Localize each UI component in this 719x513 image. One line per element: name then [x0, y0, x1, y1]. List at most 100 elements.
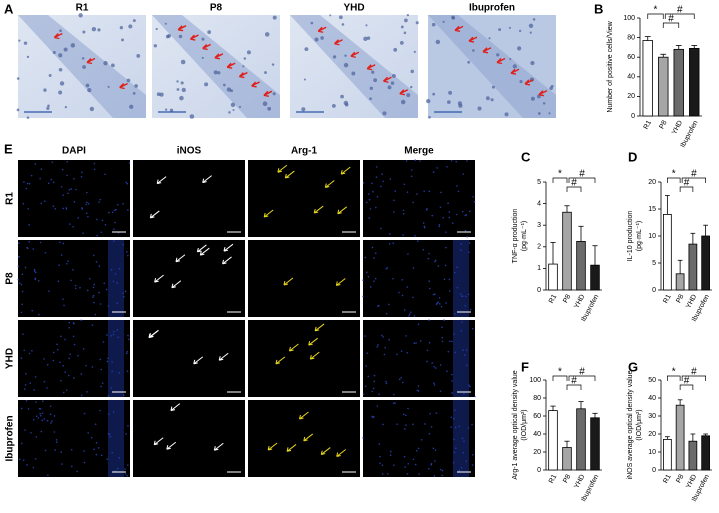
nucleus: [366, 271, 368, 274]
cell: [180, 59, 186, 65]
cell: [176, 80, 179, 83]
fluorescence-image: [248, 160, 360, 237]
cell: [400, 99, 406, 105]
x-tick-label: YHD: [573, 474, 586, 490]
nucleus: [125, 352, 128, 355]
nucleus: [17, 278, 20, 281]
nucleus: [436, 167, 438, 169]
cell: [542, 102, 546, 105]
nucleus: [75, 188, 77, 191]
nucleus: [467, 293, 470, 296]
cell: [331, 103, 336, 108]
nucleus: [393, 393, 395, 396]
cell: [413, 50, 416, 53]
red-arrow: [496, 57, 506, 65]
y-tick-label: 5: [652, 260, 656, 267]
significance-bracket: [664, 13, 695, 19]
nucleus: [128, 338, 130, 341]
nucleus: [85, 201, 88, 204]
nucleus: [106, 334, 108, 336]
y-axis-unit: (pg·mL⁻¹): [636, 221, 643, 252]
nucleus: [124, 468, 126, 470]
red-arrow: [53, 32, 63, 40]
significance-bracket: [679, 186, 694, 192]
nucleus: [127, 424, 129, 427]
nucleus: [116, 329, 119, 331]
nucleus: [68, 357, 70, 360]
red-arrow: [238, 71, 248, 79]
nucleus: [52, 181, 55, 184]
nucleus-layer: [108, 320, 124, 397]
bar: [675, 404, 685, 471]
red-arrow: [383, 76, 392, 83]
nucleus: [126, 464, 129, 466]
nucleus: [416, 193, 418, 195]
nucleus: [382, 180, 384, 183]
nucleus: [116, 302, 119, 304]
nucleus: [401, 294, 404, 297]
column-header: Arg-1: [291, 146, 318, 157]
nucleus: [55, 441, 58, 443]
nucleus: [87, 202, 90, 205]
red-arrow: [468, 36, 478, 43]
nucleus: [431, 362, 433, 364]
nucleus: [113, 330, 115, 333]
y-tick-label: 0: [652, 467, 656, 474]
nucleus: [403, 309, 406, 311]
arrow: [286, 444, 297, 452]
nucleus: [396, 353, 398, 356]
cell: [59, 29, 62, 33]
nucleus: [111, 370, 113, 373]
nucleus: [93, 168, 96, 171]
cell: [447, 100, 451, 104]
nucleus: [396, 423, 398, 425]
nucleus: [451, 373, 453, 376]
nucleus: [128, 162, 131, 164]
cell: [126, 78, 131, 83]
nucleus: [68, 223, 71, 225]
nucleus: [441, 340, 444, 343]
nucleus: [463, 393, 465, 395]
nucleus: [426, 349, 429, 352]
arrow: [303, 433, 314, 442]
nucleus: [378, 443, 381, 445]
cell: [304, 47, 309, 52]
cell: [82, 65, 86, 69]
nucleus: [418, 473, 420, 475]
nucleus-layer: [453, 320, 469, 397]
significance-bracket: [667, 177, 681, 183]
nucleus: [439, 468, 442, 471]
nucleus: [59, 361, 61, 364]
red-arrow: [214, 53, 224, 60]
arrow: [314, 323, 325, 332]
significance-bracket: [681, 177, 706, 183]
nucleus: [445, 302, 447, 304]
cell: [382, 111, 387, 116]
nucleus: [449, 340, 451, 343]
nucleus: [392, 402, 395, 405]
cell: [201, 37, 205, 41]
significance-bracket: [568, 375, 596, 381]
nucleus: [466, 364, 468, 367]
arrow: [218, 352, 229, 361]
nucleus: [451, 340, 453, 343]
nucleus: [450, 159, 453, 162]
nucleus: [112, 411, 115, 413]
nucleus-layer: [453, 240, 469, 317]
nucleus: [471, 453, 474, 456]
nucleus: [393, 211, 395, 213]
nucleus: [116, 203, 119, 206]
nucleus: [462, 349, 464, 351]
nucleus: [22, 202, 25, 205]
bar: [701, 235, 710, 291]
nucleus: [100, 385, 102, 388]
nucleus: [20, 357, 23, 359]
arrow: [202, 175, 212, 184]
nucleus: [99, 358, 102, 361]
y-tick-label: 40: [533, 431, 541, 438]
nucleus: [92, 296, 94, 298]
nucleus: [93, 162, 96, 165]
nucleus: [86, 191, 88, 194]
nucleus: [412, 296, 414, 299]
arrow: [324, 180, 335, 188]
